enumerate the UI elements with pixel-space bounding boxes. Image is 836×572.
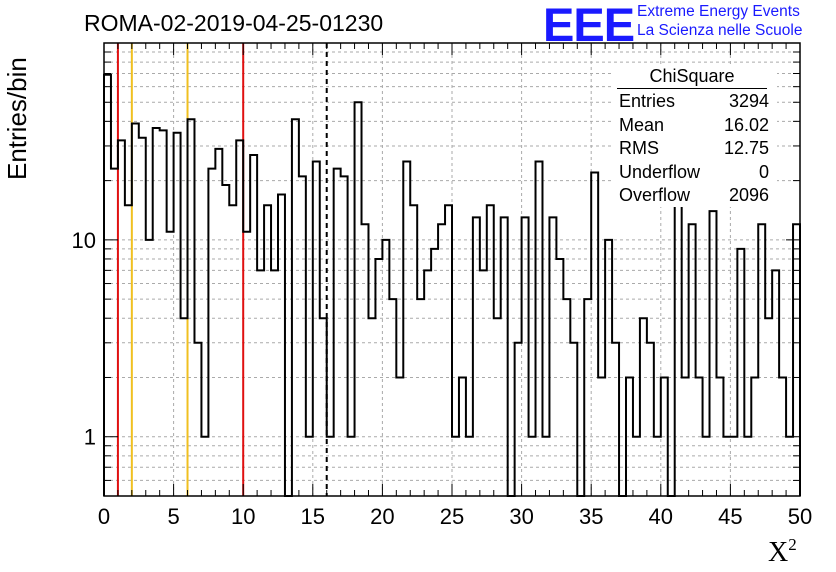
x-tick-label: 0 [98,504,110,529]
x-tick-label: 50 [788,504,812,529]
stats-value: 12.75 [723,138,769,159]
x-tick-label: 25 [440,504,464,529]
stats-label: Underflow [619,161,701,182]
x-tick-label: 45 [718,504,742,529]
stats-row-overflow: Overflow 2096 [611,183,777,207]
eee-logo: EEE [543,0,635,51]
x-tick-label: 20 [370,504,394,529]
x-axis-label: X2 [768,535,797,568]
stats-label: Entries [619,91,676,111]
x-tick-label: 5 [167,504,179,529]
y-tick-label: 1 [84,425,96,450]
stats-label: Overflow [619,185,691,206]
stats-row-mean: Mean 16.02 [611,113,777,137]
stats-value: 16.02 [723,114,769,135]
logo-line-1: Extreme Energy Events [637,3,800,20]
x-tick-label: 35 [579,504,603,529]
stats-label: RMS [619,138,659,159]
stats-title: ChiSquare [617,66,767,89]
logo-line-2: La Scienza nelle Scuole [637,22,803,39]
stats-value: 0 [758,161,769,182]
stats-row-entries: Entries 3294 [611,89,777,113]
x-tick-label: 10 [231,504,255,529]
stats-value: 3294 [728,91,769,111]
stats-row-underflow: Underflow 0 [611,160,777,184]
stats-box: ChiSquare Entries 3294 Mean 16.02 RMS 12… [611,66,777,207]
stats-label: Mean [619,114,665,135]
y-tick-label: 10 [72,228,96,253]
chart-title: ROMA-02-2019-04-25-01230 [84,10,384,36]
stats-row-rms: RMS 12.75 [611,136,777,160]
x-tick-label: 30 [509,504,533,529]
stats-value: 2096 [728,185,769,206]
y-axis-label: Entries/bin [2,57,32,180]
histogram-series [103,73,801,497]
x-tick-label: 40 [649,504,673,529]
x-tick-label: 15 [301,504,325,529]
